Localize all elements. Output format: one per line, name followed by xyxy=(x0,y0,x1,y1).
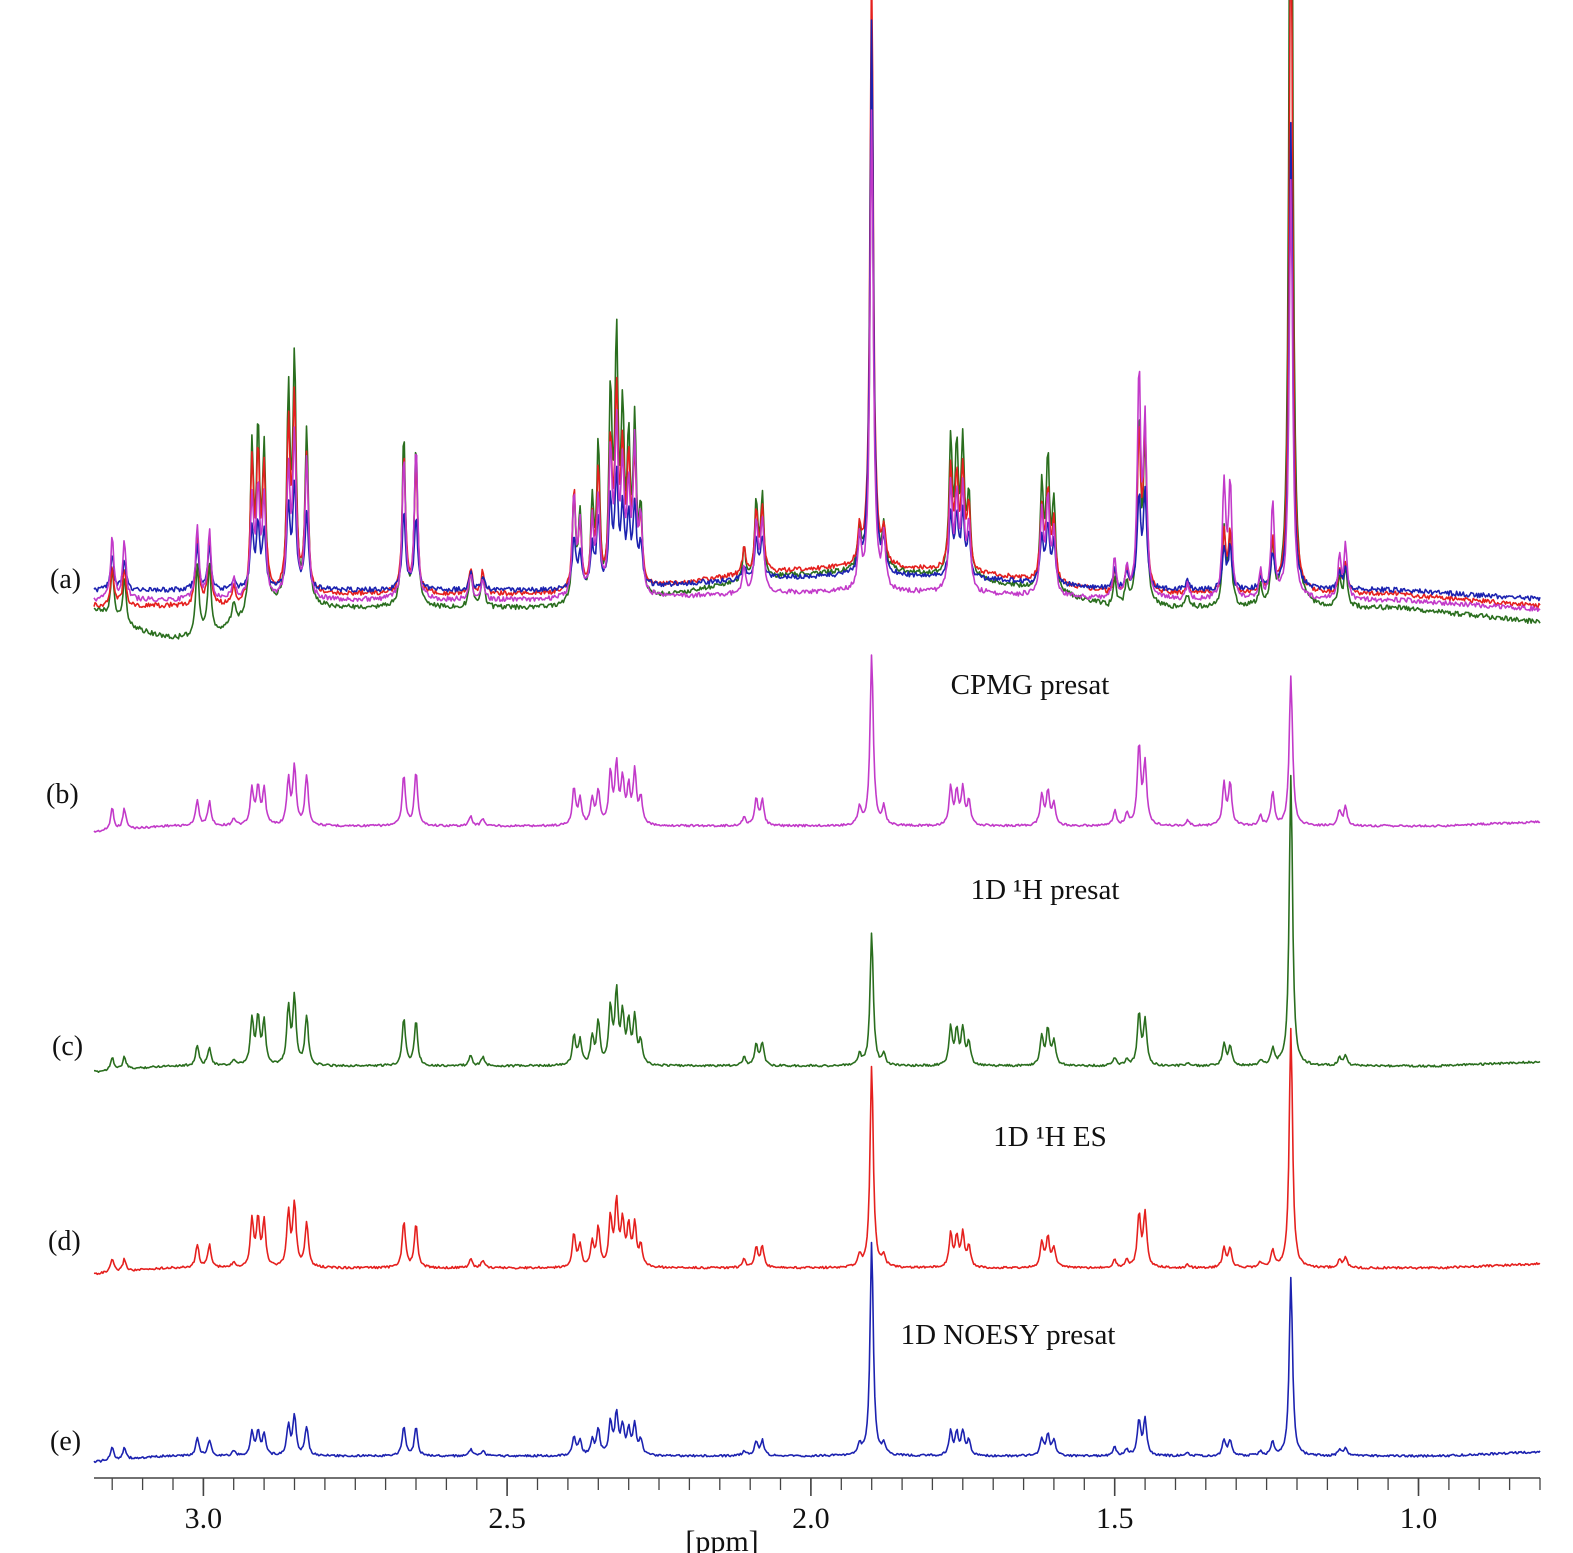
experiment-label-d: 1D ¹H ES xyxy=(993,1121,1106,1153)
x-axis-ticks: 3.0 2.5 2.0 1.5 1.0 xyxy=(111,1478,1541,1535)
spectrum-trace-e xyxy=(93,1241,1541,1464)
spectrum-trace-d xyxy=(93,1027,1541,1276)
trace-label-a: (a) xyxy=(50,564,81,595)
trace-label-b: (b) xyxy=(46,779,79,810)
x-tick-label: 2.5 xyxy=(488,1502,526,1535)
experiment-label-c: 1D ¹H presat xyxy=(971,874,1120,906)
stacked-spectra-group xyxy=(93,654,1541,1464)
experiment-label-b: CPMG presat xyxy=(951,669,1110,701)
x-axis-title: [ppm] xyxy=(685,1525,758,1553)
overlay-trace-b xyxy=(93,109,1541,612)
overlay-trace-e xyxy=(93,19,1541,602)
x-axis: 3.0 2.5 2.0 1.5 1.0 [ppm] xyxy=(94,1477,1541,1553)
overlay-trace-c xyxy=(93,0,1541,640)
overlay-trace-d xyxy=(93,0,1541,609)
spectrum-trace-c xyxy=(94,774,1541,1073)
trace-label-e: (e) xyxy=(50,1426,81,1457)
x-tick-label: 1.0 xyxy=(1400,1502,1438,1535)
trace-labels: (b) CPMG presat (c) 1D ¹H presat (d) 1D ¹H ES… xyxy=(46,564,1119,1457)
x-tick-label: 3.0 xyxy=(185,1502,223,1535)
trace-label-d: (d) xyxy=(48,1226,81,1257)
trace-label-c: (c) xyxy=(52,1031,83,1062)
spectrum-trace-b xyxy=(93,654,1541,833)
overlay-spectra-group xyxy=(93,0,1541,640)
x-tick-label: 2.0 xyxy=(792,1502,830,1535)
x-tick-label: 1.5 xyxy=(1096,1502,1134,1535)
experiment-label-e: 1D NOESY presat xyxy=(901,1319,1116,1351)
